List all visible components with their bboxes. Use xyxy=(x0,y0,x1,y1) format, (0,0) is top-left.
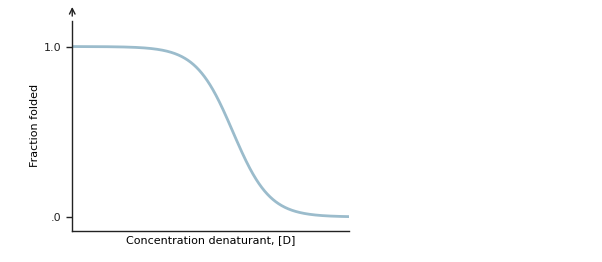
X-axis label: Concentration denaturant, [D]: Concentration denaturant, [D] xyxy=(126,235,296,245)
Y-axis label: Fraction folded: Fraction folded xyxy=(30,84,40,167)
